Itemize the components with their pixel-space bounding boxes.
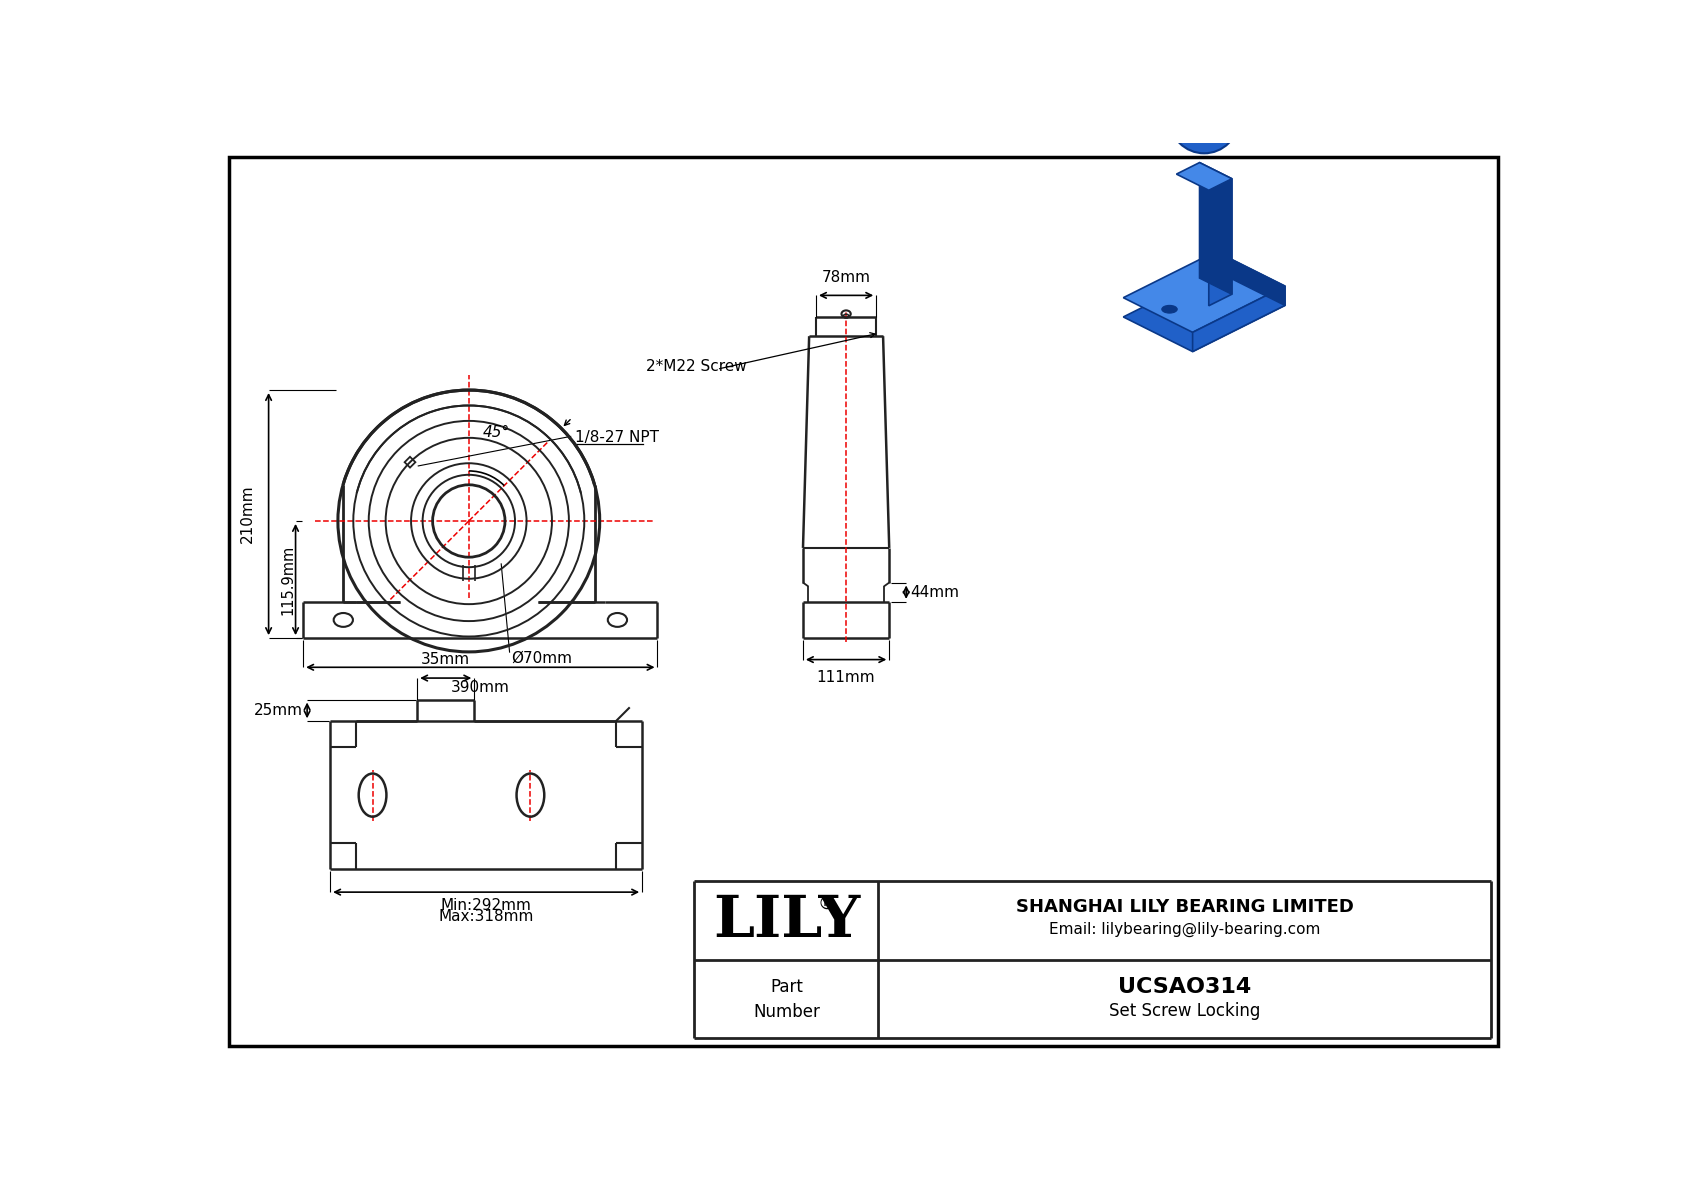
Text: Ø70mm: Ø70mm	[512, 650, 573, 666]
Text: 115.9mm: 115.9mm	[280, 544, 295, 615]
Polygon shape	[1169, 67, 1204, 154]
Ellipse shape	[1187, 102, 1221, 135]
Ellipse shape	[1231, 270, 1246, 279]
Text: Min:292mm: Min:292mm	[441, 898, 532, 913]
Ellipse shape	[1212, 102, 1219, 107]
Text: Max:318mm: Max:318mm	[438, 909, 534, 924]
Text: 390mm: 390mm	[451, 680, 510, 694]
Polygon shape	[1209, 179, 1233, 306]
Text: Set Screw Locking: Set Screw Locking	[1110, 1002, 1261, 1019]
Text: 78mm: 78mm	[822, 269, 871, 285]
Text: 111mm: 111mm	[817, 671, 876, 685]
Polygon shape	[1192, 286, 1285, 351]
Text: SHANGHAI LILY BEARING LIMITED: SHANGHAI LILY BEARING LIMITED	[1015, 898, 1354, 916]
Polygon shape	[1177, 162, 1233, 191]
Ellipse shape	[1194, 108, 1214, 130]
Text: 44mm: 44mm	[909, 585, 958, 600]
Text: 35mm: 35mm	[421, 653, 470, 667]
Polygon shape	[1199, 162, 1233, 294]
Polygon shape	[1123, 270, 1285, 351]
Text: Part
Number: Part Number	[753, 978, 820, 1021]
Ellipse shape	[1135, 67, 1204, 136]
Polygon shape	[1216, 251, 1285, 305]
Text: UCSAO314: UCSAO314	[1118, 977, 1251, 997]
Text: Email: lilybearing@lily-bearing.com: Email: lilybearing@lily-bearing.com	[1049, 922, 1320, 937]
Text: ®: ®	[817, 894, 835, 912]
Text: 45°: 45°	[483, 425, 510, 439]
Text: 1/8-27 NPT: 1/8-27 NPT	[574, 430, 658, 445]
Text: 2*M22 Screw: 2*M22 Screw	[647, 360, 746, 374]
Text: LILY: LILY	[712, 892, 861, 948]
Polygon shape	[1123, 251, 1285, 332]
Ellipse shape	[1162, 305, 1177, 313]
Text: 25mm: 25mm	[254, 703, 303, 718]
Text: 210mm: 210mm	[239, 485, 254, 543]
Ellipse shape	[1169, 85, 1239, 154]
